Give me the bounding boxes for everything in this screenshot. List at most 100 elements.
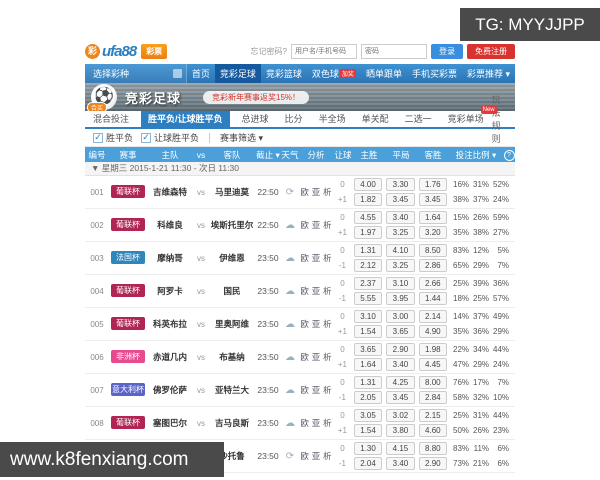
forgot-password-link[interactable]: 忘记密码? xyxy=(250,46,287,56)
help-icon[interactable]: ? xyxy=(503,149,515,161)
odds-button[interactable]: 4.25 xyxy=(386,376,415,389)
col-deadline-sort[interactable]: 截止 ▾ xyxy=(256,149,280,160)
analysis-link-亚[interactable]: 亚 xyxy=(311,220,321,230)
analysis-link-亚[interactable]: 亚 xyxy=(311,187,321,197)
analysis-link-析[interactable]: 析 xyxy=(323,187,332,197)
nav-item-彩票推荐 ▾[interactable]: 彩票推荐 ▾ xyxy=(462,64,515,83)
analysis-link-欧[interactable]: 欧 xyxy=(300,385,309,395)
date-group-toggle[interactable]: ▼ 星期三 2015-1-21 11:30 - 次日 11:30 xyxy=(85,162,515,176)
match-filter-dropdown[interactable]: 赛事筛选 ▾ xyxy=(220,133,264,143)
analysis-link-欧[interactable]: 欧 xyxy=(300,352,309,362)
odds-button[interactable]: 4.00 xyxy=(353,178,383,191)
odds-button[interactable]: 4.45 xyxy=(418,358,448,371)
odds-button[interactable]: 8.80 xyxy=(418,442,448,455)
login-button[interactable]: 登录 xyxy=(431,43,463,59)
odds-button[interactable]: 3.02 xyxy=(386,409,415,422)
odds-button[interactable]: 3.05 xyxy=(353,409,383,422)
analysis-link-欧[interactable]: 欧 xyxy=(300,187,309,197)
odds-button[interactable]: 2.15 xyxy=(418,409,448,422)
odds-button[interactable]: 2.05 xyxy=(353,391,383,404)
odds-button[interactable]: 1.82 xyxy=(353,193,383,206)
tab-单关配[interactable]: 单关配 xyxy=(361,114,389,124)
odds-button[interactable]: 3.30 xyxy=(386,178,415,191)
analysis-link-析[interactable]: 析 xyxy=(323,253,332,263)
odds-button[interactable]: 2.90 xyxy=(386,343,415,356)
odds-button[interactable]: 8.00 xyxy=(418,376,448,389)
tab-二选一[interactable]: 二选一 xyxy=(404,114,432,124)
odds-button[interactable]: 1.97 xyxy=(353,226,383,239)
odds-button[interactable]: 3.25 xyxy=(386,259,415,272)
col-bet-ratio-sort[interactable]: 投注比例 ▾ xyxy=(455,149,497,160)
odds-button[interactable]: 4.10 xyxy=(386,244,415,257)
nav-item-首页[interactable]: 首页 xyxy=(187,64,215,83)
odds-button[interactable]: 2.66 xyxy=(418,277,448,290)
odds-button[interactable]: 1.64 xyxy=(418,211,448,224)
odds-button[interactable]: 3.45 xyxy=(418,193,448,206)
odds-button[interactable]: 2.90 xyxy=(418,457,448,470)
odds-button[interactable]: 1.54 xyxy=(353,325,383,338)
analysis-link-析[interactable]: 析 xyxy=(323,418,332,428)
site-logo[interactable]: 彩 ufa88 彩票 xyxy=(85,43,168,60)
odds-button[interactable]: 2.86 xyxy=(418,259,448,272)
odds-button[interactable]: 3.65 xyxy=(353,343,383,356)
odds-button[interactable]: 3.25 xyxy=(386,226,415,239)
analysis-link-析[interactable]: 析 xyxy=(323,220,332,230)
odds-button[interactable]: 4.60 xyxy=(418,424,448,437)
odds-button[interactable]: 1.30 xyxy=(353,442,383,455)
analysis-link-亚[interactable]: 亚 xyxy=(311,286,321,296)
odds-button[interactable]: 3.95 xyxy=(386,292,415,305)
nav-item-竞彩足球[interactable]: 竞彩足球 xyxy=(214,64,261,83)
analysis-link-欧[interactable]: 欧 xyxy=(300,418,309,428)
odds-button[interactable]: 1.54 xyxy=(353,424,383,437)
odds-button[interactable]: 1.98 xyxy=(418,343,448,356)
register-button[interactable]: 免费注册 xyxy=(467,43,515,59)
tab-半全场[interactable]: 半全场 xyxy=(318,114,346,124)
analysis-link-欧[interactable]: 欧 xyxy=(300,451,309,461)
tab-胜平负/让球胜平负[interactable]: 胜平负/让球胜平负 xyxy=(141,111,230,127)
analysis-link-亚[interactable]: 亚 xyxy=(311,418,321,428)
odds-button[interactable]: 2.14 xyxy=(418,310,448,323)
odds-button[interactable]: 2.37 xyxy=(353,277,383,290)
odds-button[interactable]: 1.31 xyxy=(353,376,383,389)
odds-button[interactable]: 1.31 xyxy=(353,244,383,257)
tab-总进球[interactable]: 总进球 xyxy=(241,114,269,124)
rules-link[interactable]: 玩法规则 xyxy=(491,95,501,144)
odds-button[interactable]: 2.84 xyxy=(418,391,448,404)
analysis-link-析[interactable]: 析 xyxy=(323,319,332,329)
odds-button[interactable]: 2.12 xyxy=(353,259,383,272)
spf-checkbox[interactable]: ✓ xyxy=(93,131,103,143)
odds-button[interactable]: 1.64 xyxy=(353,358,383,371)
rq-spf-checkbox[interactable]: ✓ xyxy=(141,131,152,143)
odds-button[interactable]: 3.20 xyxy=(418,226,448,239)
odds-button[interactable]: 4.90 xyxy=(418,325,448,338)
username-input[interactable] xyxy=(291,43,357,59)
odds-button[interactable]: 8.50 xyxy=(418,244,448,257)
odds-button[interactable]: 1.76 xyxy=(418,178,448,191)
odds-button[interactable]: 1.44 xyxy=(418,292,448,305)
lottery-type-selector[interactable]: 选择彩种 xyxy=(85,64,187,83)
analysis-link-析[interactable]: 析 xyxy=(323,352,332,362)
odds-button[interactable]: 2.04 xyxy=(353,457,383,470)
odds-button[interactable]: 3.65 xyxy=(386,325,415,338)
tab-混合投注[interactable]: 混合投注 xyxy=(93,114,130,124)
nav-item-竞彩篮球[interactable]: 竞彩篮球 xyxy=(261,64,307,83)
nav-item-双色球[interactable]: 双色球 加奖 xyxy=(307,64,361,83)
analysis-link-析[interactable]: 析 xyxy=(323,385,332,395)
analysis-link-亚[interactable]: 亚 xyxy=(311,319,321,329)
analysis-link-欧[interactable]: 欧 xyxy=(300,253,309,263)
analysis-link-欧[interactable]: 欧 xyxy=(300,220,309,230)
password-input[interactable] xyxy=(361,43,427,59)
nav-item-晒单跟单[interactable]: 晒单跟单 xyxy=(361,64,407,83)
analysis-link-欧[interactable]: 欧 xyxy=(300,286,309,296)
odds-button[interactable]: 4.55 xyxy=(353,211,383,224)
odds-button[interactable]: 5.55 xyxy=(353,292,383,305)
analysis-link-亚[interactable]: 亚 xyxy=(311,352,321,362)
analysis-link-亚[interactable]: 亚 xyxy=(311,385,321,395)
odds-button[interactable]: 3.10 xyxy=(386,277,415,290)
nav-item-手机买彩票[interactable]: 手机买彩票 xyxy=(407,64,462,83)
tab-比分[interactable]: 比分 xyxy=(284,114,303,124)
odds-button[interactable]: 3.45 xyxy=(386,391,415,404)
analysis-link-析[interactable]: 析 xyxy=(323,286,332,296)
analysis-link-欧[interactable]: 欧 xyxy=(300,319,309,329)
odds-button[interactable]: 3.40 xyxy=(386,211,415,224)
